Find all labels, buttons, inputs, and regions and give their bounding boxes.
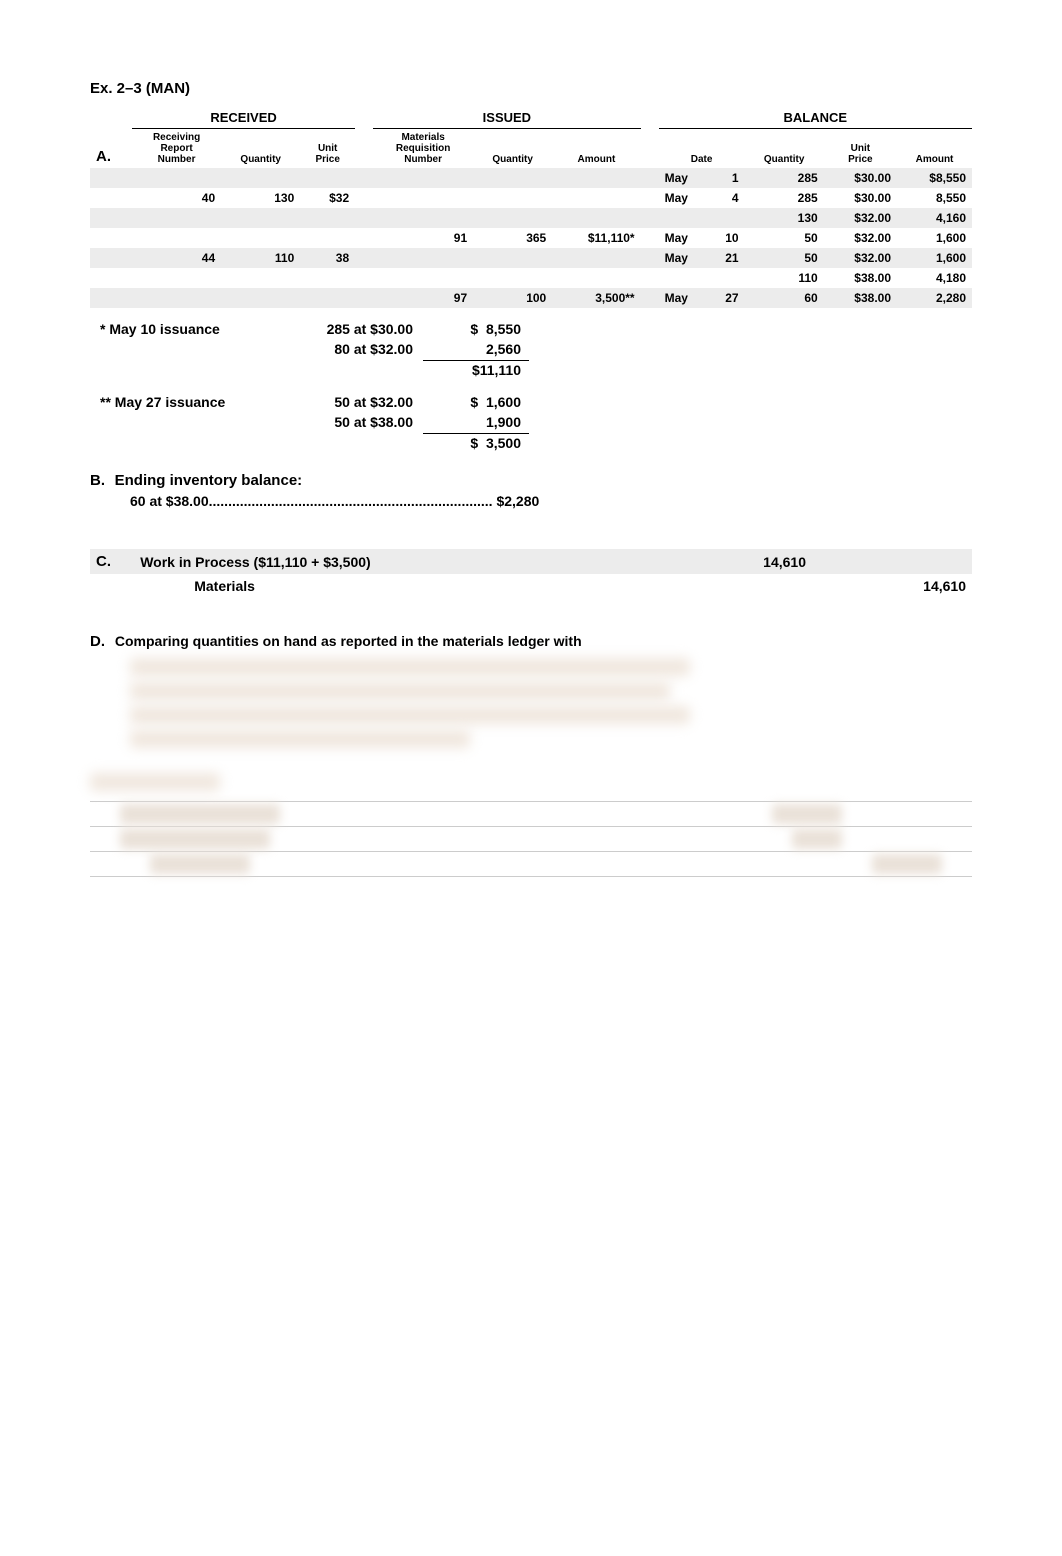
issuance-1-val-0: $ 8,550 [423, 320, 529, 338]
section-d-text: Comparing quantities on hand as reported… [115, 633, 582, 649]
section-b-line: 60 at $38.00............................… [130, 493, 493, 509]
head-amount: Amount [552, 129, 640, 169]
head-bamount: Amount [897, 129, 972, 169]
issuance-2-val-0: $ 1,600 [423, 393, 529, 411]
head-bqty: Quantity [745, 129, 824, 169]
section-b-amount: $2,280 [496, 493, 539, 509]
group-received: RECEIVED [132, 107, 355, 129]
table-row: 4411038May2150$32.001,600 [90, 248, 972, 268]
table-row: May1285$30.00$8,550 [90, 168, 972, 188]
issuance-1: * May 10 issuance 285 at $30.00 $ 8,550 … [90, 318, 972, 381]
section-c: C. Work in Process ($11,110 + $3,500) 14… [90, 549, 972, 598]
section-a-label: A. [90, 107, 132, 168]
section-c-debit-desc: Work in Process ($11,110 + $3,500) [134, 549, 652, 574]
head-qty: Quantity [221, 129, 300, 169]
section-c-label: C. [90, 549, 134, 574]
section-c-credit-desc: Materials [134, 574, 652, 598]
section-b-heading: Ending inventory balance: [115, 472, 303, 489]
head-iqty: Quantity [473, 129, 552, 169]
group-issued: ISSUED [373, 107, 640, 129]
section-d-label: D. [90, 633, 105, 650]
issuance-1-desc-0: 285 at $30.00 [275, 320, 421, 338]
section-b-label: B. [90, 472, 105, 489]
head-req-num: Materials Requisition Number [373, 129, 473, 169]
exercise-title: Ex. 2–3 (MAN) [90, 80, 972, 97]
issuance-1-total: $11,110 [423, 360, 529, 379]
issuance-1-desc-1: 80 at $32.00 [275, 340, 421, 358]
issuance-2: ** May 27 issuance 50 at $32.00 $ 1,600 … [90, 391, 972, 454]
table-row: 91365$11,110*May1050$32.001,600 [90, 228, 972, 248]
issuance-2-val-1: 1,900 [423, 413, 529, 431]
issuance-1-val-1: 2,560 [423, 340, 529, 358]
table-row: 130$32.004,160 [90, 208, 972, 228]
section-b: B. Ending inventory balance: 60 at $38.0… [90, 472, 972, 509]
obscured-text-block [130, 658, 972, 748]
group-balance: BALANCE [659, 107, 972, 129]
table-row: 971003,500**May2760$38.002,280 [90, 288, 972, 308]
issuance-2-desc-1: 50 at $38.00 [275, 413, 421, 431]
section-c-credit-amt: 14,610 [812, 574, 972, 598]
section-d: D. Comparing quantities on hand as repor… [90, 633, 972, 650]
head-date: Date [659, 129, 745, 169]
head-unit-price: Unit Price [300, 129, 355, 169]
issuance-1-label: * May 10 issuance [92, 320, 273, 338]
materials-table: A. RECEIVED ISSUED BALANCE Receiving Rep… [90, 107, 972, 308]
table-row: 40130$32May4285$30.008,550 [90, 188, 972, 208]
head-bprice: Unit Price [824, 129, 897, 169]
obscured-heading [90, 773, 972, 791]
section-c-debit-amt: 14,610 [652, 549, 812, 574]
head-recv-num: Receiving Report Number [132, 129, 221, 169]
issuance-2-total: $ 3,500 [423, 433, 529, 452]
issuance-2-desc-0: 50 at $32.00 [275, 393, 421, 411]
obscured-table [90, 801, 972, 877]
issuance-2-label: ** May 27 issuance [92, 393, 273, 411]
table-row: 110$38.004,180 [90, 268, 972, 288]
